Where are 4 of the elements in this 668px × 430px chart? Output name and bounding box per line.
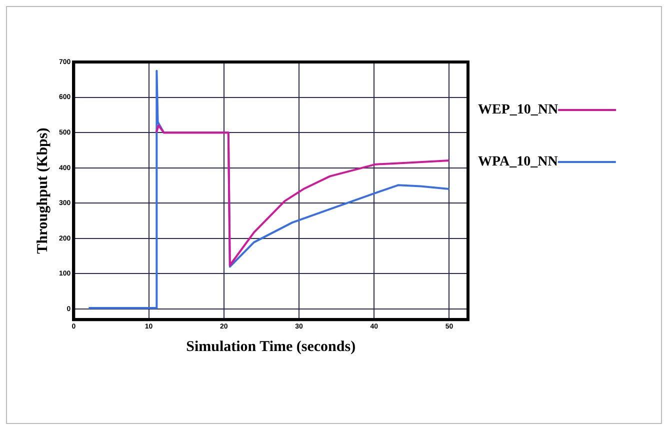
x-axis-title: Simulation Time (seconds) — [186, 338, 356, 355]
legend-label: WPA_10_NN — [478, 154, 558, 170]
y-axis-title: Throughput (Kbps) — [34, 128, 51, 254]
legend-label: WEP_10_NN — [478, 102, 558, 118]
